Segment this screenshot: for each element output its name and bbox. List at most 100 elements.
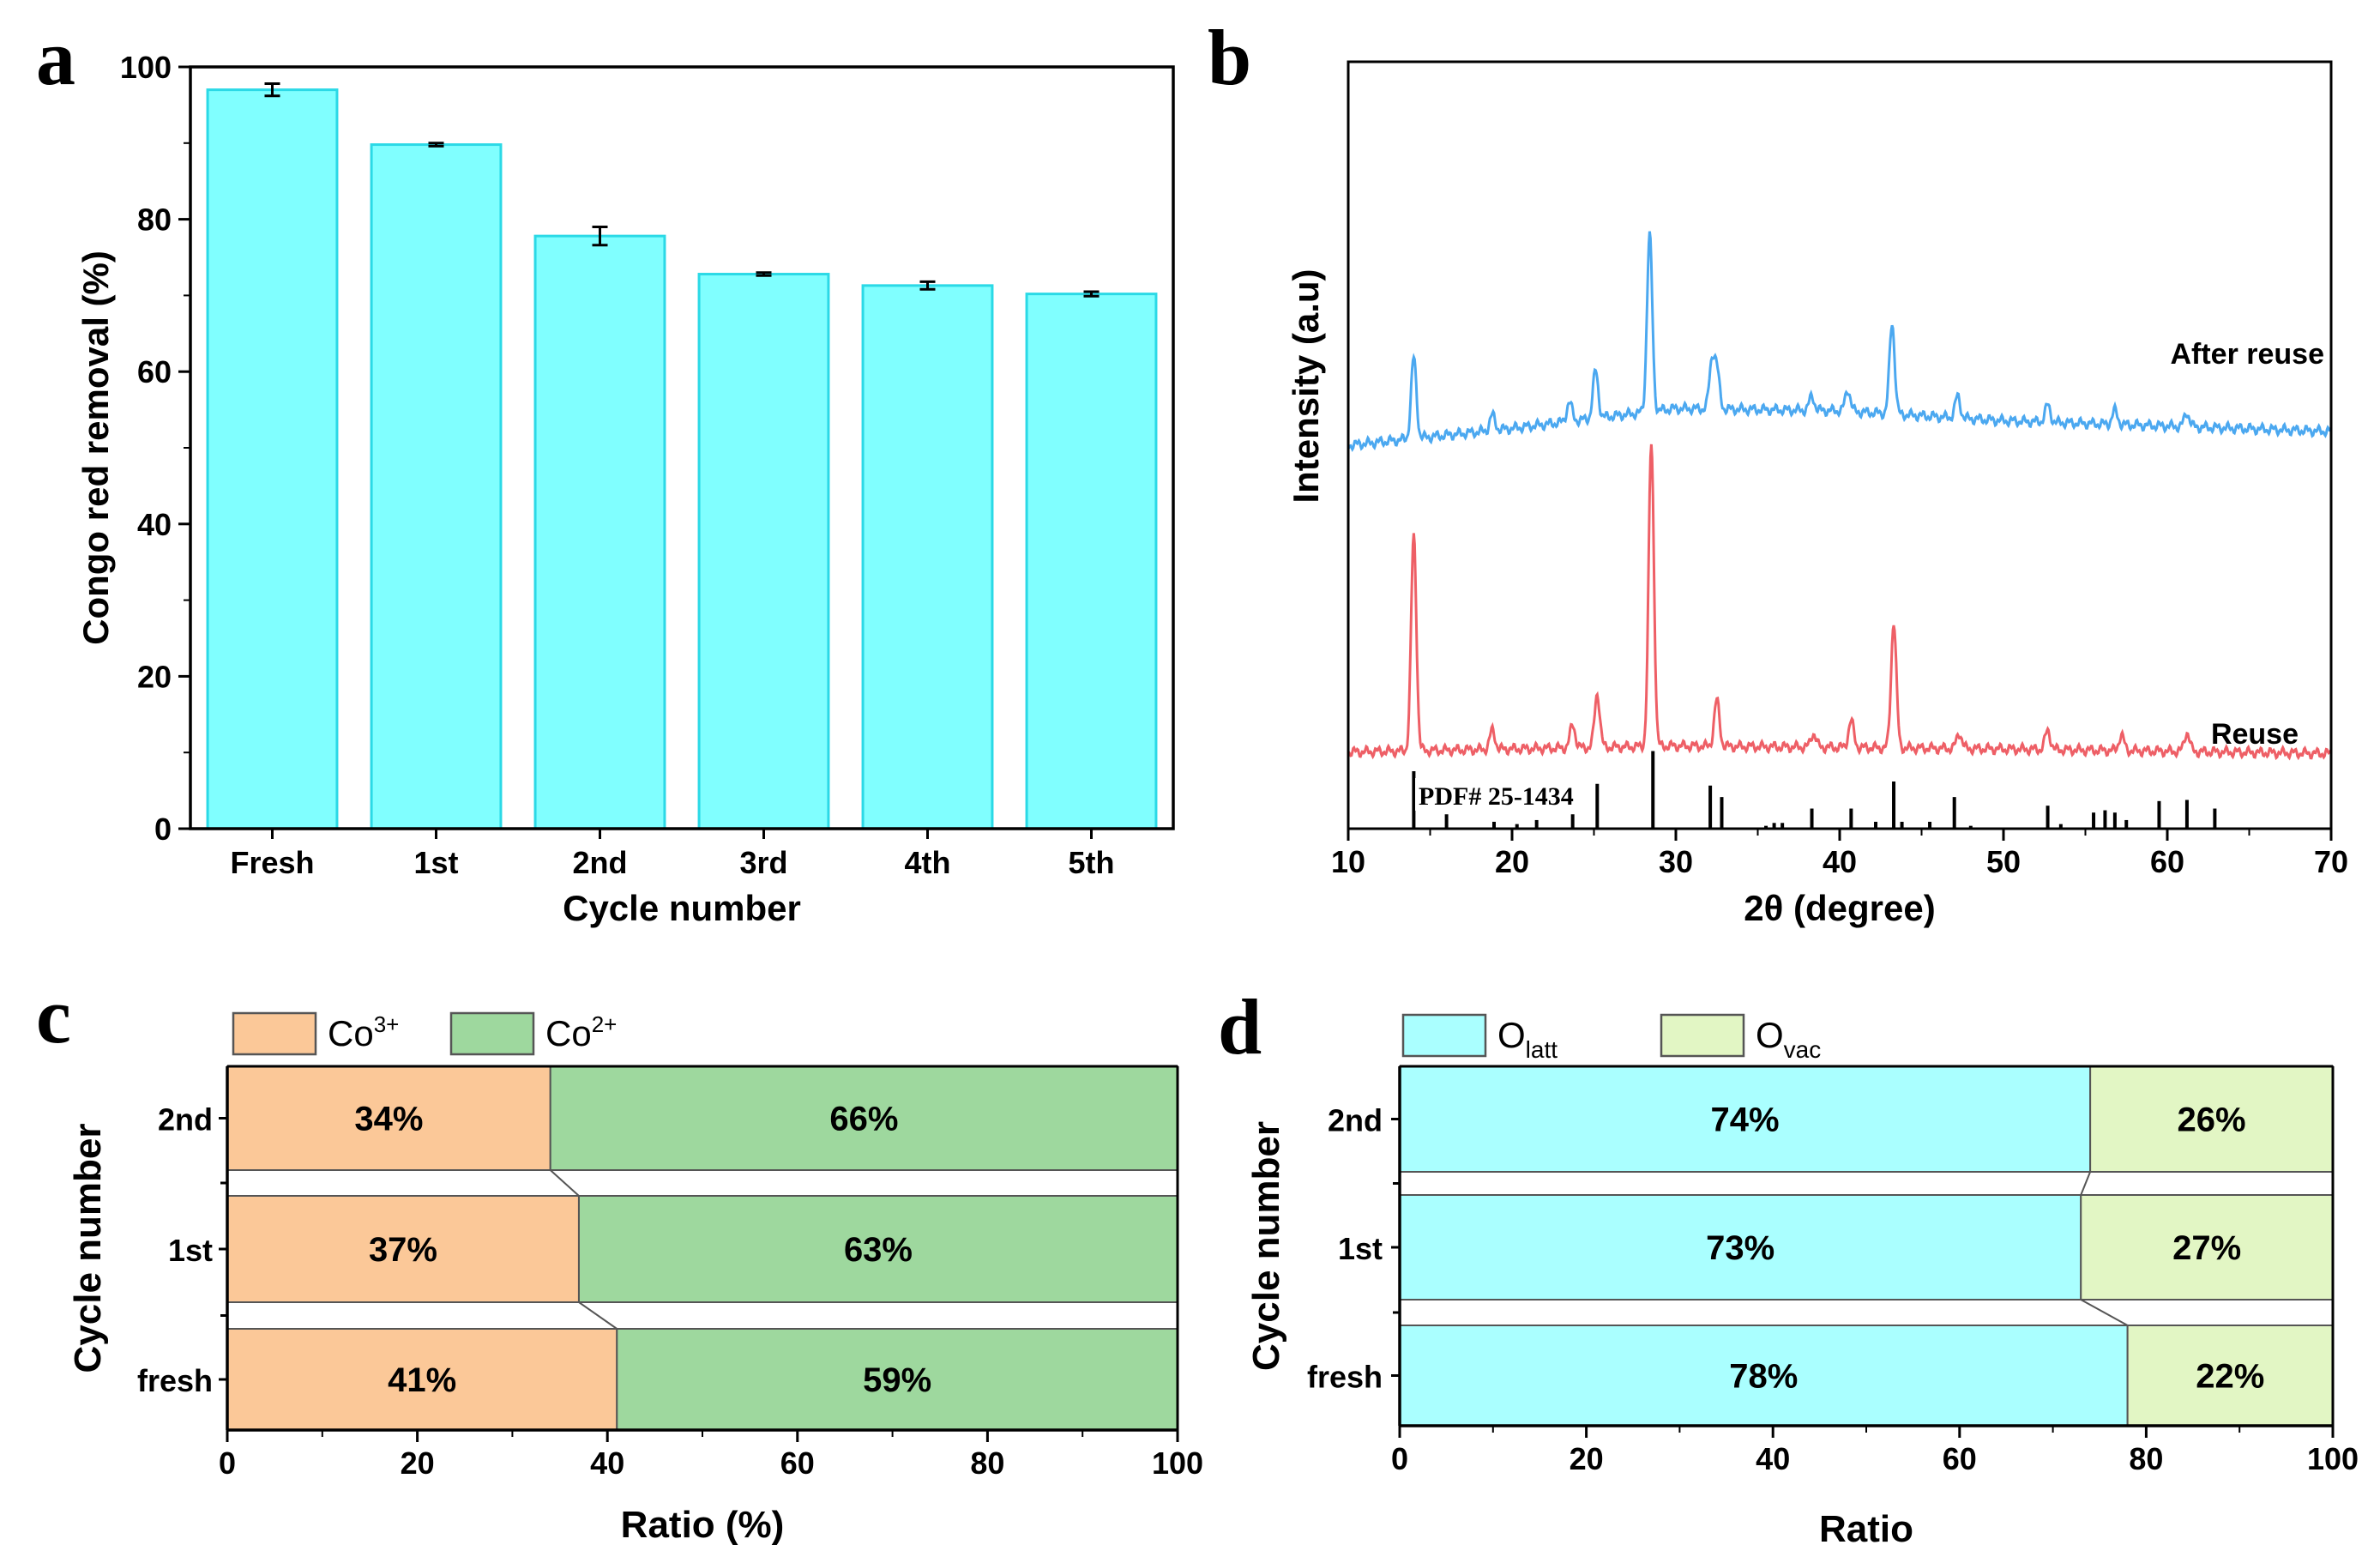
xrd-line-after-reuse xyxy=(1347,231,2333,452)
reference-label-bg xyxy=(1415,778,1594,811)
x-tick-label: 70 xyxy=(2314,844,2348,879)
x-axis-title: Ratio xyxy=(1819,1508,1913,1550)
panel-a-letter: a xyxy=(36,14,75,101)
x-tick-label: 50 xyxy=(1986,844,2021,879)
panel-b-letter: b xyxy=(1208,14,1251,101)
plot-frame xyxy=(1347,60,2333,830)
y-tick-label: 100 xyxy=(120,50,172,85)
y-tick-label: 0 xyxy=(154,812,172,847)
category-label-2nd: 2nd xyxy=(158,1102,213,1138)
category-label-fresh: fresh xyxy=(137,1363,213,1398)
segment-label-ovac-2nd: 26% xyxy=(2178,1101,2246,1139)
bar-5th xyxy=(1025,293,1158,830)
x-tick-label: 40 xyxy=(590,1445,624,1481)
x-tick-label: 60 xyxy=(2150,844,2184,879)
x-axis-title: Cycle number xyxy=(563,888,801,928)
x-tick-label-2nd: 2nd xyxy=(572,845,627,880)
segment-label-co2-1st: 63% xyxy=(844,1231,913,1269)
x-tick-label: 20 xyxy=(1570,1441,1604,1476)
connector-band xyxy=(1399,1299,2334,1326)
reference-label: PDF# 25-1434 xyxy=(1419,782,1574,811)
y-tick-label: 20 xyxy=(137,659,172,694)
legend-swatch-olatt xyxy=(1401,1013,1487,1058)
x-tick-label: 40 xyxy=(1823,844,1857,879)
panel-d-letter: d xyxy=(1218,983,1262,1071)
panel-d-oxygen-ratio-chart: 74% 26% 2nd 73% 27% 1st 78% 22% fresh 0 20 40 60 80 10… xyxy=(1245,1013,2359,1550)
x-tick-label-1st: 1st xyxy=(413,845,458,880)
legend-label-olatt: Olatt xyxy=(1497,1015,1558,1063)
x-tick-label: 80 xyxy=(2129,1441,2163,1476)
legend-label-co3: Co3+ xyxy=(328,1011,399,1053)
y-axis-title: Cycle number xyxy=(1245,1121,1287,1371)
bar-2nd xyxy=(533,234,666,830)
segment-label-co2-2nd: 66% xyxy=(829,1101,898,1138)
segment-label-co2-fresh: 59% xyxy=(863,1361,931,1399)
x-tick-label-5th: 5th xyxy=(1069,845,1115,880)
connector-line xyxy=(2080,1299,2129,1326)
y-axis-title: Congo red removal (%) xyxy=(75,250,116,645)
bar-1st xyxy=(370,143,503,830)
xrd-line-reuse xyxy=(1347,444,2333,761)
legend-swatch-co2 xyxy=(449,1011,535,1056)
legend-swatch-co3 xyxy=(232,1011,317,1056)
segment-co2-2nd xyxy=(549,1065,1178,1171)
segment-co2-fresh xyxy=(616,1328,1178,1431)
panel-b-xrd-chart: After reuse Reuse PDF# 25-1434 10 20 30 40 50 60… xyxy=(1286,60,2348,928)
y-tick-label: 80 xyxy=(137,202,172,238)
x-tick-label: 30 xyxy=(1659,844,1693,879)
x-tick-label: 60 xyxy=(780,1445,815,1481)
x-tick-label-fresh: Fresh xyxy=(230,845,314,880)
connector-line xyxy=(2080,1171,2092,1196)
segment-label-olatt-1st: 73% xyxy=(1706,1229,1774,1267)
legend-label-co2: Co2+ xyxy=(545,1011,617,1053)
x-tick-label: 60 xyxy=(1943,1441,1977,1476)
connector-line xyxy=(578,1301,618,1330)
category-label-1st: 1st xyxy=(1338,1231,1383,1266)
segment-label-olatt-fresh: 78% xyxy=(1729,1358,1798,1396)
panel-a-bar-chart: Fresh 1st 2nd 3rd 4th 5th 0 20 40 60 80 100 Cycle nu… xyxy=(75,50,1175,928)
series-label-after-reuse: After reuse xyxy=(2170,338,2324,371)
x-tick-label: 20 xyxy=(401,1445,435,1481)
y-tick-label: 60 xyxy=(137,354,172,389)
x-tick-label: 100 xyxy=(1152,1445,1203,1481)
connector-band xyxy=(1399,1171,2334,1196)
segment-ovac-fresh xyxy=(2126,1325,2334,1427)
segment-label-ovac-1st: 27% xyxy=(2172,1229,2241,1267)
bar-3rd xyxy=(697,273,830,830)
plot-frame xyxy=(189,65,1175,830)
segment-label-co3-1st: 37% xyxy=(369,1231,437,1269)
bar-4th xyxy=(861,284,994,830)
x-tick-label-4th: 4th xyxy=(905,845,951,880)
connector-band xyxy=(226,1169,1178,1197)
connector-line xyxy=(550,1169,580,1197)
segment-ovac-1st xyxy=(2080,1194,2334,1301)
x-tick-label: 20 xyxy=(1495,844,1529,879)
segment-label-co3-fresh: 41% xyxy=(388,1361,456,1399)
segment-co2-1st xyxy=(577,1195,1178,1303)
y-axis-title: Intensity (a.u) xyxy=(1286,269,1326,503)
panel-c-cobalt-ratio-chart: 34% 66% 2nd 37% 63% 1st 41% 59% fresh 0 20 40 60 80 10… xyxy=(67,1011,1203,1546)
segment-olatt-1st xyxy=(1399,1194,2082,1301)
legend-label-ovac: Ovac xyxy=(1756,1015,1821,1063)
segment-label-ovac-fresh: 22% xyxy=(2196,1358,2264,1396)
segment-label-co3-2nd: 34% xyxy=(354,1101,423,1138)
x-tick-label: 100 xyxy=(2307,1441,2359,1476)
category-label-fresh: fresh xyxy=(1307,1360,1383,1395)
segment-ovac-2nd xyxy=(2089,1065,2335,1173)
x-tick-label: 0 xyxy=(1391,1441,1408,1476)
x-axis-title: Ratio (%) xyxy=(621,1504,785,1546)
segment-co3-2nd xyxy=(226,1065,551,1171)
segment-co3-fresh xyxy=(226,1328,618,1431)
segment-label-olatt-2nd: 74% xyxy=(1711,1101,1780,1139)
series-label-reuse: Reuse xyxy=(2211,718,2299,751)
x-tick-label: 10 xyxy=(1331,844,1365,879)
category-label-1st: 1st xyxy=(168,1233,213,1268)
segment-olatt-2nd xyxy=(1399,1065,2092,1173)
legend-swatch-ovac xyxy=(1660,1013,1745,1058)
x-tick-label: 40 xyxy=(1756,1441,1790,1476)
connector-band xyxy=(226,1301,1178,1330)
y-tick-label: 40 xyxy=(137,507,172,542)
x-tick-label: 0 xyxy=(219,1445,236,1481)
segment-co3-1st xyxy=(226,1195,580,1303)
